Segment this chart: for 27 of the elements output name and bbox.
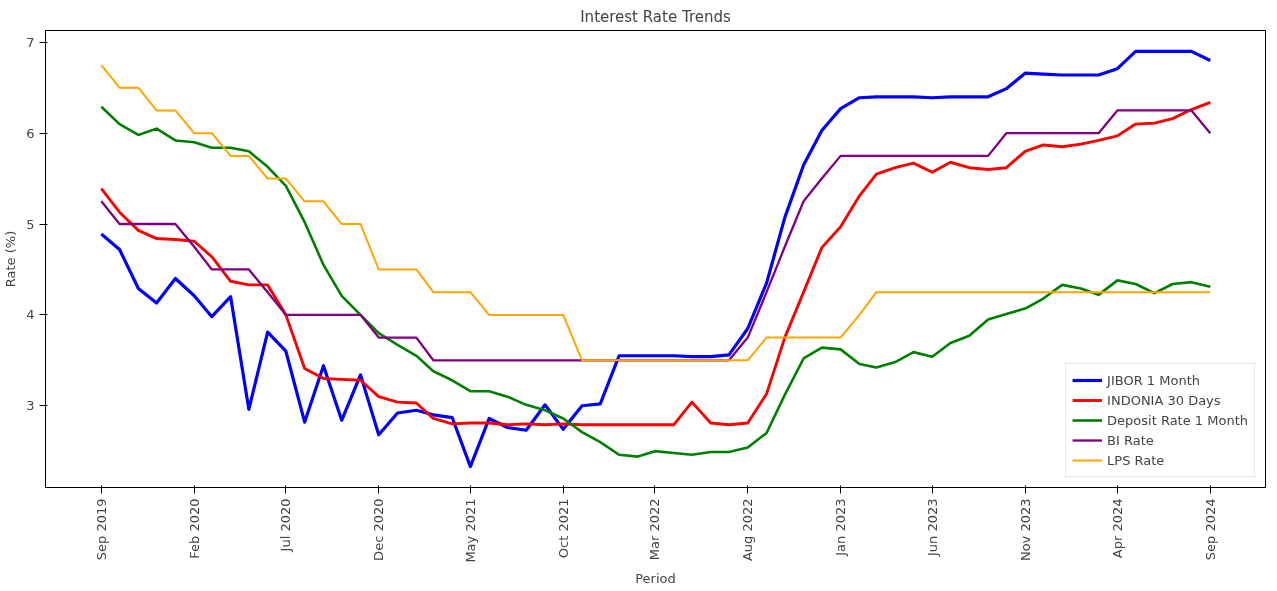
x-tick-label: Aug 2022 [740,498,756,562]
x-axis-title: Period [635,570,676,586]
y-tick-label: 5 [26,216,35,232]
x-tick-label: Sep 2024 [1202,498,1218,561]
x-tick-label: Apr 2024 [1109,498,1125,559]
legend-label: Deposit Rate 1 Month [1107,412,1248,428]
x-tick-label: Jan 2023 [833,498,849,557]
x-tick-label: Dec 2020 [371,498,387,561]
legend-label: LPS Rate [1107,452,1165,468]
legend-label: INDONIA 30 Days [1107,392,1221,408]
chart-title: Interest Rate Trends [580,7,731,26]
x-tick-label: Nov 2023 [1017,498,1033,562]
y-tick-label: 4 [26,307,35,323]
legend-label: BI Rate [1107,432,1154,448]
y-tick-label: 6 [26,125,35,141]
x-tick-label: Mar 2022 [647,498,663,561]
x-tick-label: May 2021 [462,498,478,563]
legend-label: JIBOR 1 Month [1107,372,1200,388]
x-tick-label: Oct 2021 [555,498,571,559]
x-tick-label: Feb 2020 [186,498,202,559]
line-series [100,64,1212,362]
x-tick-label: Jul 2020 [278,498,294,553]
x-tick-label: Sep 2019 [93,498,109,561]
y-axis-title: Rate (%) [3,230,19,288]
y-tick-label: 3 [26,398,35,414]
y-tick-label: 7 [26,34,35,50]
x-tick-label: Jun 2023 [924,498,940,558]
